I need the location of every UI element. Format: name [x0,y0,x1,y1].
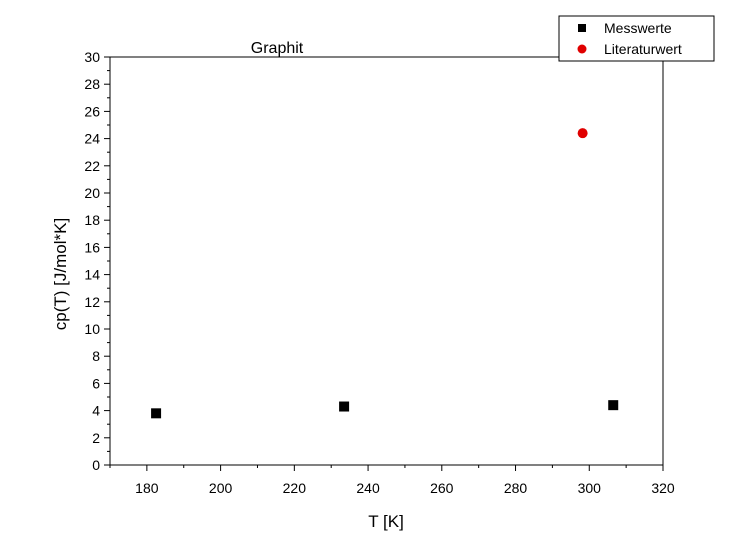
data-point-square [339,401,350,412]
y-tick-label: 24 [84,131,100,147]
x-axis-title: T [K] [368,512,404,531]
x-tick-label: 280 [504,480,528,496]
x-tick-label: 320 [651,480,675,496]
y-tick-label: 8 [92,348,100,364]
legend-marker-circle [577,44,587,54]
y-tick-label: 26 [84,103,100,119]
plot-frame [109,56,664,466]
y-tick-label: 4 [92,403,100,419]
y-tick-label: 16 [84,239,100,255]
data-point-circle [577,128,588,139]
legend-box [558,15,715,62]
x-tick-label: 200 [209,480,233,496]
data-points [151,128,619,419]
y-tick-label: 10 [84,321,100,337]
y-tick-label: 20 [84,185,100,201]
x-tick-label: 300 [578,480,602,496]
x-tick-label: 240 [356,480,380,496]
legend: Messwerte Literaturwert [558,15,715,62]
y-tick-label: 14 [84,267,100,283]
y-tick-label: 6 [92,375,100,391]
data-point-square [151,408,162,419]
y-tick-label: 0 [92,457,100,473]
legend-marker-square [578,24,586,32]
y-tick-label: 22 [84,158,100,174]
plot-axes [109,56,664,466]
x-tick-label: 180 [135,480,159,496]
data-point-square [608,400,619,411]
y-tick-label: 12 [84,294,100,310]
x-tick-label: 260 [430,480,454,496]
x-tick-label: 220 [283,480,307,496]
legend-label: Literaturwert [604,41,682,57]
chart-title: Graphit [251,40,304,57]
y-axis-title: cp(T) [J/mol*K] [51,218,70,330]
legend-label: Messwerte [604,20,672,36]
y-tick-label: 18 [84,212,100,228]
x-axis-ticks: 180 200 220 240 260 280 300 320 [109,465,675,496]
y-tick-label: 2 [92,430,100,446]
y-tick-label: 28 [84,76,100,92]
y-tick-label: 30 [84,49,100,65]
